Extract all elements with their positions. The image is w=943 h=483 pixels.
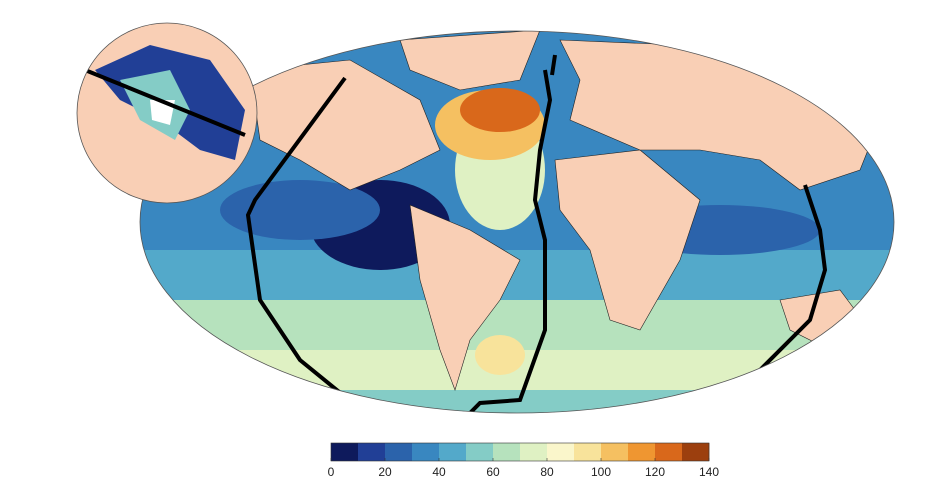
colorbar-frame (330, 442, 710, 462)
color-swatch (385, 443, 413, 461)
tick-label: 60 (486, 465, 500, 479)
color-swatch (682, 443, 710, 461)
inset-outline (76, 22, 258, 204)
color-swatch (628, 443, 656, 461)
color-swatch (439, 443, 467, 461)
map-outline (139, 30, 895, 414)
color-swatch (358, 443, 386, 461)
color-swatch (331, 443, 359, 461)
tick-label: 100 (591, 465, 611, 479)
arctic-inset (77, 23, 257, 203)
color-swatch (655, 443, 683, 461)
color-swatch (574, 443, 602, 461)
colorbar: 0 20 40 60 80 100 120 140 (328, 442, 719, 479)
tick-label: 80 (540, 465, 554, 479)
tick-label: 140 (699, 465, 719, 479)
tick-label: 120 (645, 465, 665, 479)
tick-label: 20 (378, 465, 392, 479)
tick-label: 0 (328, 465, 335, 479)
tick-label: 40 (432, 465, 446, 479)
color-swatch (493, 443, 521, 461)
color-swatch (547, 443, 575, 461)
color-swatch (412, 443, 440, 461)
color-swatch (520, 443, 548, 461)
color-swatch (601, 443, 629, 461)
color-swatch (466, 443, 494, 461)
